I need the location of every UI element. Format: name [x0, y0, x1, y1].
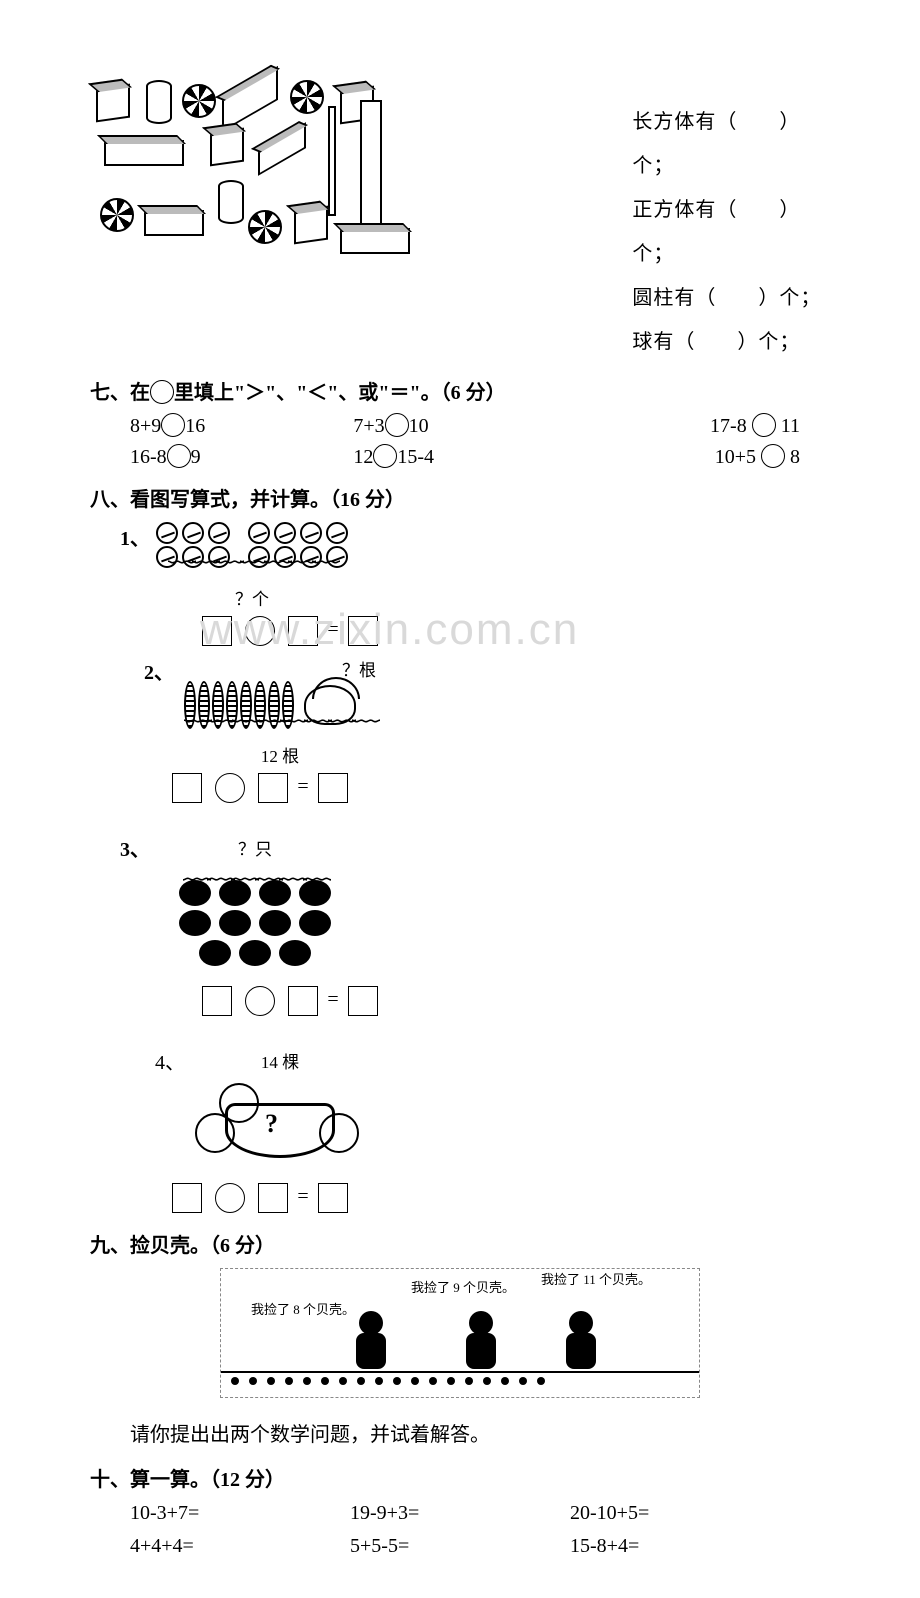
section-9-title: 九、捡贝壳。（6 分） — [90, 1229, 830, 1258]
shells-figure: 我捡了 8 个贝壳。 我捡了 9 个贝壳。 我捡了 11 个贝壳。 — [220, 1268, 700, 1398]
compare-blank[interactable] — [752, 413, 776, 437]
bugs-figure: ？只 ﹋﹋﹋﹋﹋﹋ — [160, 833, 350, 965]
answer-box[interactable] — [202, 986, 232, 1016]
cube-label: 正方体有（ — [632, 199, 737, 221]
compare-blank[interactable] — [761, 444, 785, 468]
op-circle[interactable] — [245, 616, 275, 646]
calc-problem[interactable]: 19-9+3= — [350, 1502, 570, 1525]
compare-blank[interactable] — [373, 444, 397, 468]
seeds-figure: ﹋﹋﹋﹋﹋﹋﹋ ？个 — [156, 522, 348, 610]
shapes-figure — [90, 80, 430, 280]
section-10-row-1: 10-3+7= 19-9+3= 20-10+5= — [90, 1502, 830, 1525]
section-6: 长方体有（ ）个； 正方体有（ ）个； 圆柱有（ ）个； 球有（ ）个； — [90, 80, 830, 364]
q8-item-1: 1、 ﹋﹋﹋﹋﹋﹋﹋ ？个 = — [120, 522, 460, 646]
answer-box[interactable] — [348, 616, 378, 646]
q8-item-4: 4、 14 棵 ? = — [90, 1046, 430, 1213]
compare-blank[interactable] — [385, 413, 409, 437]
section-7-row-1: 8+916 7+310 17-8 11 — [90, 413, 830, 438]
veg-figure: 14 棵 ? — [195, 1046, 365, 1163]
answer-box[interactable] — [318, 773, 348, 803]
sphere-label: 球有（ — [632, 331, 695, 353]
calc-problem[interactable]: 5+5-5= — [350, 1535, 570, 1558]
calc-problem[interactable]: 15-8+4= — [570, 1535, 790, 1558]
compare-blank[interactable] — [161, 413, 185, 437]
shape-count-blanks: 长方体有（ ）个； 正方体有（ ）个； 圆柱有（ ）个； 球有（ ）个； — [632, 100, 830, 364]
op-circle[interactable] — [215, 1183, 245, 1213]
answer-box[interactable] — [202, 616, 232, 646]
corn-figure: ？根 ﹋﹋﹋﹋﹋﹋﹋﹋ 12 根 — [184, 656, 376, 767]
answer-box[interactable] — [172, 773, 202, 803]
section-10-title: 十、算一算。（12 分） — [90, 1463, 830, 1492]
answer-box[interactable] — [258, 1183, 288, 1213]
circle-icon — [150, 380, 174, 404]
rect-solid-label: 长方体有（ — [632, 111, 737, 133]
section-10-row-2: 4+4+4= 5+5-5= 15-8+4= — [90, 1535, 830, 1558]
calc-problem[interactable]: 10-3+7= — [130, 1502, 350, 1525]
section-9-prompt: 请你提出出两个数学问题，并试着解答。 — [130, 1418, 830, 1447]
op-circle[interactable] — [245, 986, 275, 1016]
section-7-row-2: 16-89 1215-4 10+5 8 — [90, 444, 830, 469]
answer-box[interactable] — [288, 616, 318, 646]
cylinder-label: 圆柱有（ — [632, 287, 716, 309]
section-8-grid: 1、 ﹋﹋﹋﹋﹋﹋﹋ ？个 = 2、 ？根 — [90, 522, 830, 1213]
q8-item-2: 2、 ？根 ﹋﹋﹋﹋﹋﹋﹋﹋ 12 根 = — [90, 656, 430, 803]
section-8-title: 八、看图写算式，并计算。（16 分） — [90, 483, 830, 512]
answer-box[interactable] — [258, 773, 288, 803]
calc-problem[interactable]: 4+4+4= — [130, 1535, 350, 1558]
answer-box[interactable] — [318, 1183, 348, 1213]
calc-problem[interactable]: 20-10+5= — [570, 1502, 790, 1525]
answer-box[interactable] — [348, 986, 378, 1016]
op-circle[interactable] — [215, 773, 245, 803]
compare-blank[interactable] — [167, 444, 191, 468]
q8-item-3: 3、 ？只 ﹋﹋﹋﹋﹋﹋ = — [120, 833, 460, 1015]
section-7-title: 七、在里填上"＞"、"＜"、或"＝"。（6 分） — [90, 376, 830, 405]
answer-box[interactable] — [172, 1183, 202, 1213]
answer-box[interactable] — [288, 986, 318, 1016]
